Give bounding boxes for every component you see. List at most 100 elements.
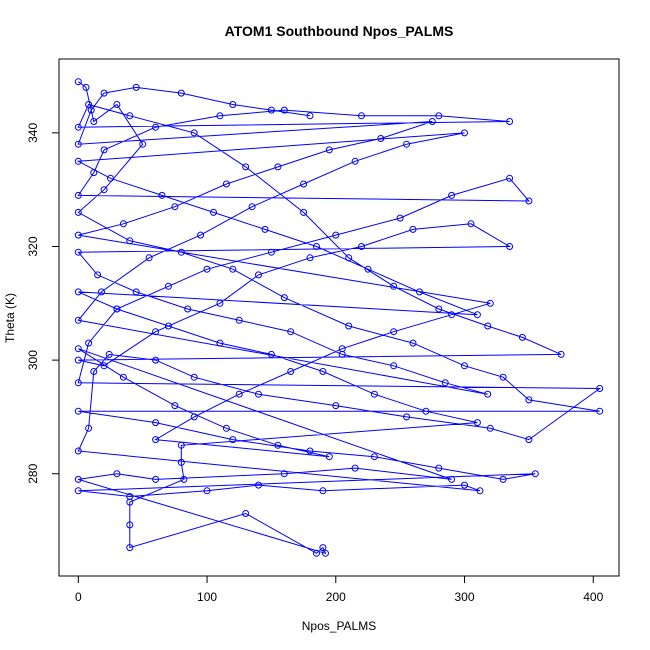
data-point	[461, 481, 468, 489]
data-point	[325, 453, 333, 461]
data-point	[216, 299, 224, 307]
data-point	[525, 396, 533, 404]
data-point	[229, 101, 237, 108]
y-tick-label: 320	[26, 236, 40, 256]
data-point	[90, 368, 98, 375]
x-tick-label: 400	[583, 590, 603, 604]
data-point	[242, 510, 250, 517]
x-axis: 0 100 200 300 400	[75, 575, 604, 604]
data-point	[390, 362, 398, 370]
data-point	[222, 180, 230, 188]
y-tick-label: 280	[26, 463, 40, 483]
data-point	[486, 424, 494, 432]
data-point	[313, 549, 320, 557]
data-point	[248, 203, 256, 211]
data-point	[358, 243, 365, 250]
data-point	[74, 475, 82, 483]
x-tick-label: 300	[455, 590, 475, 604]
data-point	[119, 373, 127, 381]
data-point	[448, 311, 456, 319]
x-tick-label: 0	[75, 590, 82, 604]
data-point	[242, 163, 250, 171]
data-point	[525, 436, 533, 444]
data-point	[518, 333, 526, 341]
data-point	[74, 407, 82, 415]
data-point	[377, 135, 385, 142]
data-point	[525, 197, 533, 205]
data-point	[152, 436, 160, 444]
data-point	[261, 225, 269, 233]
data-point	[152, 123, 160, 131]
data-point	[306, 254, 314, 262]
data-point	[351, 157, 359, 165]
data-point	[171, 402, 179, 410]
data-point	[267, 350, 275, 358]
data-point	[74, 140, 82, 148]
data-point	[435, 464, 443, 472]
data-point	[255, 390, 262, 398]
data-point	[300, 180, 308, 188]
data-point	[325, 146, 333, 154]
data-point	[274, 163, 282, 171]
data-point	[158, 191, 166, 199]
data-point	[274, 441, 282, 449]
data-point	[435, 112, 443, 120]
data-point	[119, 220, 127, 228]
data-point	[126, 544, 134, 552]
data-point	[152, 328, 160, 336]
y-axis-label: Theta (K)	[3, 293, 17, 343]
data-point	[74, 191, 82, 199]
data-point	[319, 487, 327, 495]
data-point	[74, 157, 82, 165]
y-tick-label: 340	[26, 123, 40, 143]
data-point	[74, 487, 82, 495]
data-point	[338, 345, 346, 353]
data-point	[322, 549, 329, 557]
data-point	[403, 140, 411, 148]
data-point	[94, 271, 102, 279]
data-point	[448, 475, 456, 483]
data-point	[422, 407, 430, 415]
data-point	[473, 419, 481, 427]
data-point	[105, 350, 113, 358]
data-point	[409, 225, 417, 233]
data-point	[235, 390, 243, 398]
data-point	[177, 89, 185, 97]
data-point	[280, 470, 288, 478]
y-axis: 280 300 320 340	[26, 123, 60, 484]
data-point	[74, 208, 82, 216]
data-point	[461, 362, 468, 370]
data-point	[396, 214, 404, 222]
data-point	[596, 385, 604, 392]
data-point	[145, 254, 153, 262]
data-point	[229, 265, 237, 273]
data-point	[428, 118, 436, 125]
data-point	[139, 140, 147, 148]
data-point	[74, 123, 82, 131]
data-point	[100, 89, 108, 97]
data-point	[74, 231, 82, 239]
data-point	[180, 475, 188, 483]
data-layer	[74, 78, 604, 557]
data-point	[306, 112, 314, 120]
data-point	[287, 368, 295, 375]
data-point	[74, 356, 82, 364]
data-point	[255, 481, 262, 489]
data-point	[74, 316, 82, 324]
x-tick-label: 100	[197, 590, 217, 604]
data-point	[190, 413, 198, 421]
data-point	[152, 419, 160, 427]
data-point	[506, 243, 514, 250]
data-point	[403, 413, 411, 421]
data-point	[306, 447, 314, 455]
data-point	[506, 118, 514, 125]
data-point	[85, 101, 93, 108]
data-point	[74, 379, 82, 387]
data-point	[467, 220, 475, 228]
data-point	[358, 112, 365, 120]
data-point	[126, 521, 134, 529]
data-point	[177, 248, 185, 256]
data-point	[364, 265, 372, 273]
data-point	[152, 475, 160, 483]
